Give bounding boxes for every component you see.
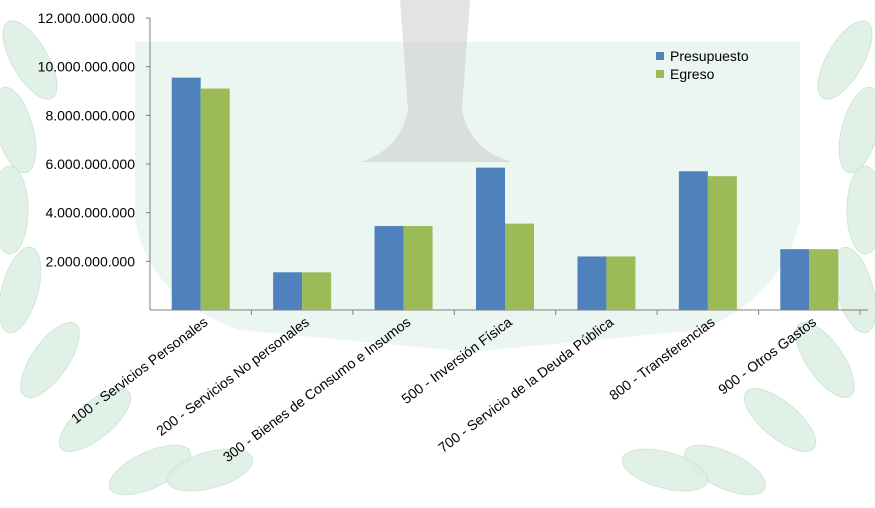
legend-swatch: [656, 52, 664, 60]
y-tick-label: 12.000.000.000: [38, 10, 136, 26]
bar-presupuesto: [780, 249, 810, 310]
bar-egreso: [606, 256, 636, 310]
laurel-leaf: [20, 322, 80, 398]
laurel-leaf: [108, 444, 192, 496]
bar-egreso: [302, 272, 332, 310]
bar-egreso: [707, 176, 737, 310]
bar-presupuesto: [374, 226, 404, 310]
bar-egreso: [403, 226, 433, 310]
laurel-leaf: [795, 322, 855, 398]
laurel-leaf: [166, 448, 254, 492]
laurel-leaf: [838, 86, 875, 174]
bar-presupuesto: [273, 272, 303, 310]
y-tick-label: 6.000.000.000: [45, 156, 135, 172]
bars: [171, 77, 839, 310]
laurel-leaf: [846, 165, 875, 255]
laurel-leaf: [743, 388, 817, 452]
legend-label: Egreso: [670, 66, 715, 82]
bar-presupuesto: [171, 77, 201, 310]
legend: Presupuesto Egreso: [656, 48, 749, 82]
laurel-leaf: [621, 448, 709, 492]
bar-egreso: [200, 88, 230, 310]
legend-label: Presupuesto: [670, 48, 749, 64]
y-tick-labels: 2.000.000.000 4.000.000.000 6.000.000.000 8…: [38, 10, 136, 269]
y-tick-label: 10.000.000.000: [38, 59, 136, 75]
bar-presupuesto: [577, 256, 607, 310]
laurel-leaf: [0, 86, 37, 174]
bar-egreso: [505, 223, 534, 310]
bar-presupuesto: [678, 171, 708, 310]
y-tick-label: 4.000.000.000: [45, 205, 135, 221]
laurel-leaf: [0, 246, 42, 334]
laurel-leaf: [817, 20, 873, 100]
laurel-leaf: [0, 165, 29, 255]
legend-swatch: [656, 70, 664, 78]
bar-egreso: [809, 249, 839, 310]
laurel-leaf: [58, 388, 132, 452]
torch-shape: [360, 0, 512, 162]
laurel-leaf: [2, 20, 58, 100]
bar-presupuesto: [476, 167, 505, 310]
y-tick-label: 2.000.000.000: [45, 253, 135, 269]
laurel-leaf: [683, 444, 767, 496]
y-tick-label: 8.000.000.000: [45, 107, 135, 123]
